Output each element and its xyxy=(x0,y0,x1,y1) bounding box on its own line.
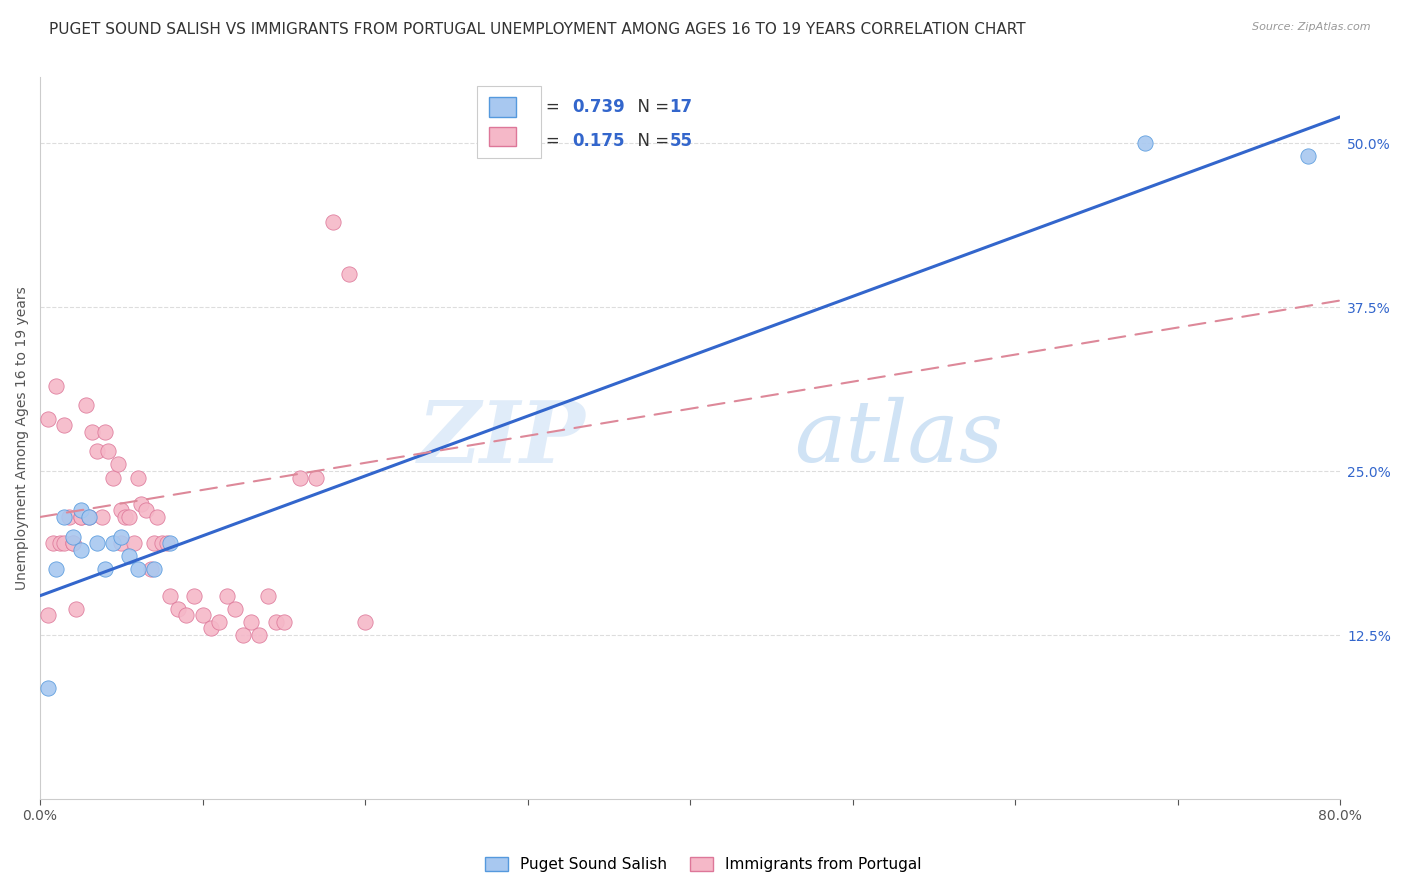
Point xyxy=(69,542,91,557)
Point xyxy=(273,615,295,629)
Point xyxy=(69,503,91,517)
Point xyxy=(62,530,84,544)
Text: N =: N = xyxy=(627,131,673,150)
Text: R =: R = xyxy=(529,98,565,116)
Point xyxy=(135,503,157,517)
Point xyxy=(256,589,278,603)
Point xyxy=(37,681,59,695)
Point xyxy=(127,562,149,576)
Point xyxy=(53,418,76,433)
Point xyxy=(167,602,190,616)
Point xyxy=(110,503,132,517)
Text: 55: 55 xyxy=(669,131,693,150)
Point xyxy=(322,215,344,229)
Point xyxy=(90,510,112,524)
Text: atlas: atlas xyxy=(794,397,1004,480)
Point xyxy=(103,470,125,484)
Point xyxy=(48,536,70,550)
Point xyxy=(200,622,222,636)
Point xyxy=(224,602,246,616)
Point xyxy=(37,608,59,623)
Point xyxy=(110,530,132,544)
Text: N =: N = xyxy=(627,98,673,116)
Legend: , : , xyxy=(478,86,541,158)
Point xyxy=(142,562,165,576)
Point xyxy=(118,510,141,524)
Text: 17: 17 xyxy=(669,98,693,116)
Point xyxy=(142,536,165,550)
Point xyxy=(53,510,76,524)
Point xyxy=(208,615,231,629)
Point xyxy=(65,602,87,616)
Point xyxy=(288,470,311,484)
Point xyxy=(249,628,271,642)
Point xyxy=(354,615,377,629)
Y-axis label: Unemployment Among Ages 16 to 19 years: Unemployment Among Ages 16 to 19 years xyxy=(15,286,30,591)
Point xyxy=(127,470,149,484)
Point xyxy=(305,470,328,484)
Text: PUGET SOUND SALISH VS IMMIGRANTS FROM PORTUGAL UNEMPLOYMENT AMONG AGES 16 TO 19 : PUGET SOUND SALISH VS IMMIGRANTS FROM PO… xyxy=(49,22,1026,37)
Point xyxy=(114,510,136,524)
Text: Source: ZipAtlas.com: Source: ZipAtlas.com xyxy=(1253,22,1371,32)
Point xyxy=(159,536,181,550)
Point xyxy=(77,510,100,524)
Point xyxy=(183,589,205,603)
Point xyxy=(139,562,162,576)
Point xyxy=(62,536,84,550)
Point xyxy=(107,458,129,472)
Point xyxy=(191,608,214,623)
Legend: Puget Sound Salish, Immigrants from Portugal: Puget Sound Salish, Immigrants from Port… xyxy=(477,849,929,880)
Point xyxy=(1133,136,1156,150)
Point xyxy=(69,510,91,524)
Point xyxy=(42,536,65,550)
Text: ZIP: ZIP xyxy=(418,397,586,480)
Point xyxy=(150,536,173,550)
Point xyxy=(240,615,263,629)
Text: R =: R = xyxy=(529,131,565,150)
Point xyxy=(264,615,287,629)
Point xyxy=(124,536,146,550)
Point xyxy=(1296,149,1319,163)
Point xyxy=(129,497,152,511)
Point xyxy=(53,536,76,550)
Point xyxy=(86,444,108,458)
Point xyxy=(45,562,67,576)
Point xyxy=(118,549,141,564)
Point xyxy=(69,510,91,524)
Point xyxy=(232,628,254,642)
Point xyxy=(97,444,120,458)
Point xyxy=(159,589,181,603)
Point xyxy=(82,425,104,439)
Point xyxy=(156,536,179,550)
Point xyxy=(337,267,360,281)
Point xyxy=(37,411,59,425)
Point xyxy=(75,399,97,413)
Point xyxy=(215,589,238,603)
Point xyxy=(110,536,132,550)
Point xyxy=(86,536,108,550)
Point xyxy=(176,608,198,623)
Point xyxy=(94,562,117,576)
Point xyxy=(103,536,125,550)
Point xyxy=(58,510,80,524)
Point xyxy=(146,510,169,524)
Point xyxy=(45,378,67,392)
Point xyxy=(77,510,100,524)
Text: 0.739: 0.739 xyxy=(572,98,624,116)
Point xyxy=(94,425,117,439)
Text: 0.175: 0.175 xyxy=(572,131,624,150)
Point xyxy=(62,536,84,550)
